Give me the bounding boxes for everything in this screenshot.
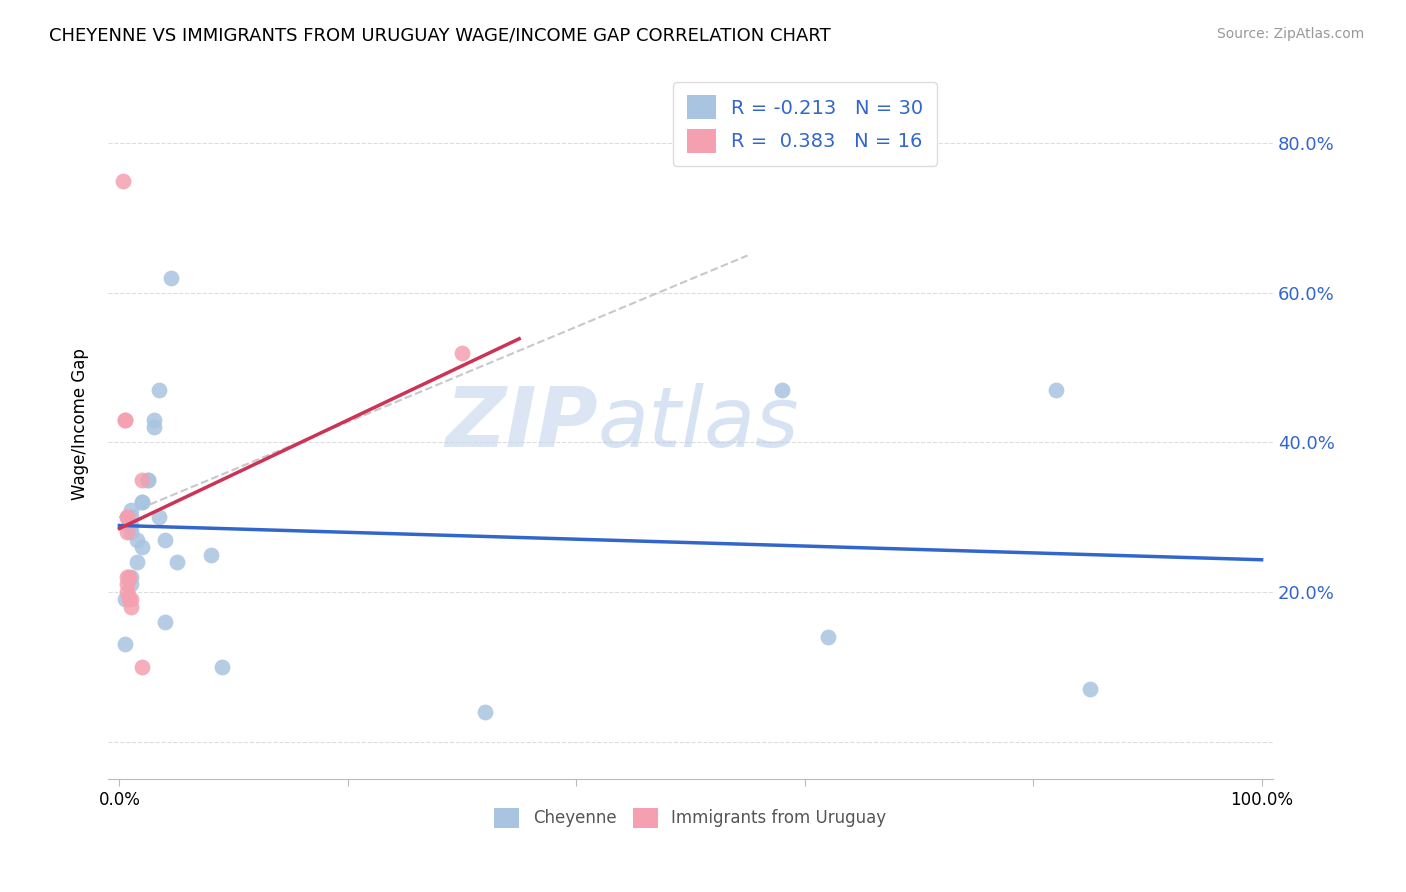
Point [131,495,153,509]
Point [117,570,139,584]
Point [451,345,474,359]
Point [120,510,142,524]
Point [148,510,170,524]
Point [125,533,148,547]
Point [142,413,165,427]
Point [817,630,839,644]
Point [114,413,136,427]
Point [120,525,142,540]
Point [200,548,222,562]
Point [117,570,139,584]
Point [1045,383,1067,397]
Point [159,271,181,285]
Point [111,174,134,188]
Point [1078,682,1101,697]
Y-axis label: Wage/Income Gap: Wage/Income Gap [72,348,89,500]
Point [142,420,165,434]
Point [770,383,793,397]
Point [117,577,139,591]
Text: atlas: atlas [598,384,799,464]
Text: CHEYENNE VS IMMIGRANTS FROM URUGUAY WAGE/INCOME GAP CORRELATION CHART: CHEYENNE VS IMMIGRANTS FROM URUGUAY WAGE… [49,27,831,45]
Point [131,495,153,509]
Point [474,705,496,719]
Point [153,615,176,629]
Point [120,577,142,591]
Point [114,592,136,607]
Point [136,473,159,487]
Point [120,570,142,584]
Point [125,555,148,569]
Point [148,383,170,397]
Point [117,585,139,599]
Point [153,533,176,547]
Point [120,592,142,607]
Point [114,637,136,651]
Point [117,510,139,524]
Point [117,510,139,524]
Point [120,502,142,516]
Text: ZIP: ZIP [444,384,598,464]
Point [131,659,153,673]
Point [117,525,139,540]
Legend: Cheyenne, Immigrants from Uruguay: Cheyenne, Immigrants from Uruguay [488,801,893,835]
Point [166,555,188,569]
Point [117,592,139,607]
Point [120,599,142,614]
Point [131,473,153,487]
Point [120,517,142,532]
Point [131,540,153,554]
Point [211,659,233,673]
Point [136,473,159,487]
Text: Source: ZipAtlas.com: Source: ZipAtlas.com [1216,27,1364,41]
Point [114,413,136,427]
